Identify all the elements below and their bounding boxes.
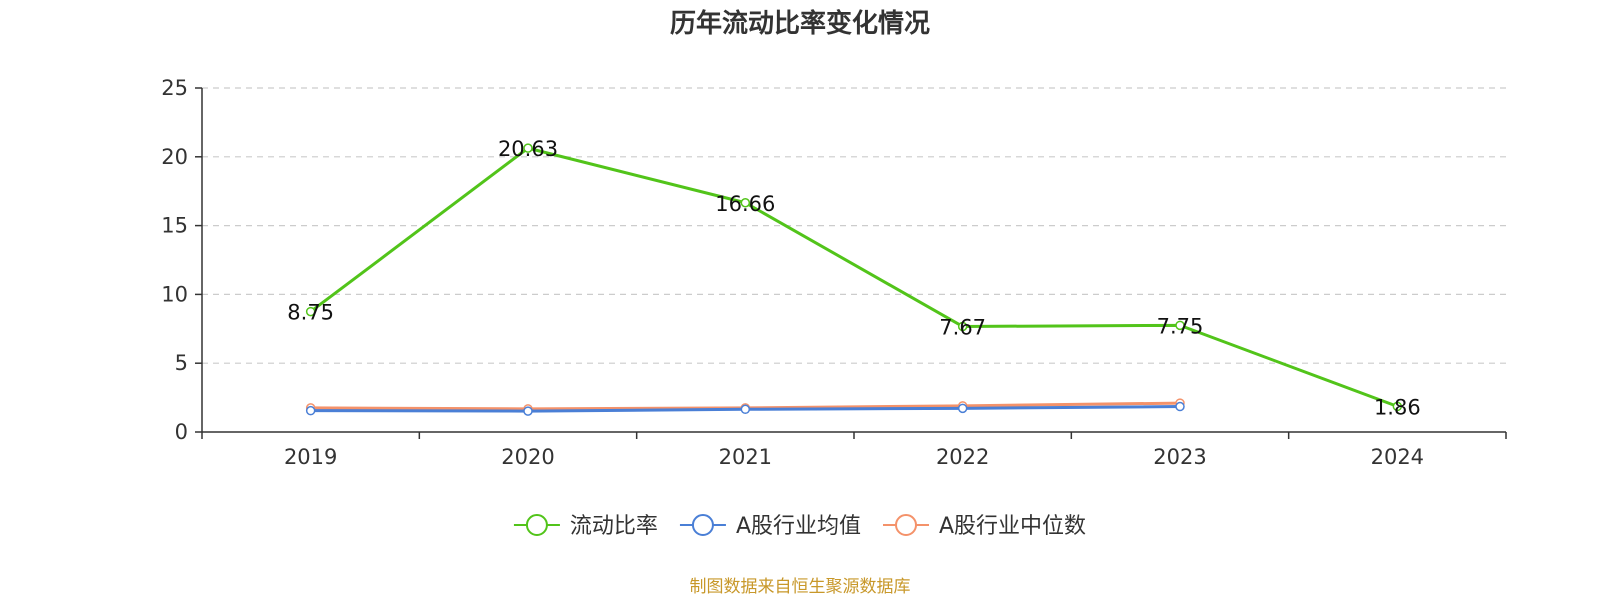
legend-label: A股行业均值 xyxy=(736,514,861,539)
legend[interactable]: 流动比率 A股行业均值 A股行业中位数 xyxy=(513,514,1086,539)
y-tick-label: 5 xyxy=(175,351,188,375)
x-tick-label: 2021 xyxy=(719,445,772,469)
x-tick-label: 2024 xyxy=(1371,445,1424,469)
legend-item-2[interactable]: A股行业中位数 xyxy=(883,514,1086,539)
y-tick-label: 25 xyxy=(161,76,188,100)
data-label: 7.75 xyxy=(1157,314,1204,338)
data-point xyxy=(1175,401,1185,412)
data-label: 20.63 xyxy=(498,137,558,161)
y-tick-label: 15 xyxy=(161,214,188,238)
legend-marker xyxy=(525,514,548,536)
legend-marker xyxy=(691,514,714,536)
x-tick-label: 2019 xyxy=(284,445,337,469)
data-point xyxy=(305,306,316,317)
x-tick-label: 2020 xyxy=(501,445,554,469)
data-label: 8.75 xyxy=(287,301,334,325)
legend-marker xyxy=(895,514,918,536)
data-point xyxy=(1392,401,1403,412)
data-point xyxy=(957,321,968,332)
data-label: 7.67 xyxy=(939,315,986,339)
data-point xyxy=(523,406,533,416)
x-tick-label: 2023 xyxy=(1153,445,1206,469)
data-point xyxy=(523,143,533,153)
grid-lines xyxy=(202,87,1506,364)
data-point xyxy=(1175,320,1185,331)
data-labels: 8.75 20.63 16.66 7.67 7.75 1.86 xyxy=(287,137,1420,419)
legend-item-1[interactable]: A股行业均值 xyxy=(679,514,861,539)
legend-item-0[interactable]: 流动比率 xyxy=(513,514,658,539)
data-point xyxy=(740,404,751,415)
y-tick-label: 0 xyxy=(175,420,188,444)
source-note: 制图数据来自恒生聚源数据库 xyxy=(690,577,911,597)
x-tick-label: 2022 xyxy=(936,445,989,469)
y-tick-label: 20 xyxy=(161,145,188,169)
legend-label: 流动比率 xyxy=(570,514,658,539)
legend-label: A股行业中位数 xyxy=(939,514,1086,539)
data-point xyxy=(740,198,751,208)
data-label: 1.86 xyxy=(1374,395,1421,419)
y-tick-label: 10 xyxy=(161,282,188,306)
data-point xyxy=(305,405,316,416)
chart-title: 历年流动比率变化情况 xyxy=(670,8,930,39)
data-label: 16.66 xyxy=(715,192,775,216)
data-point xyxy=(957,403,968,414)
series-lines xyxy=(305,143,1403,416)
series-line-0 xyxy=(309,146,1398,408)
axes: 0 5 10 15 20 25 2019 2020 2021 2022 2023 2024 xyxy=(161,76,1507,469)
